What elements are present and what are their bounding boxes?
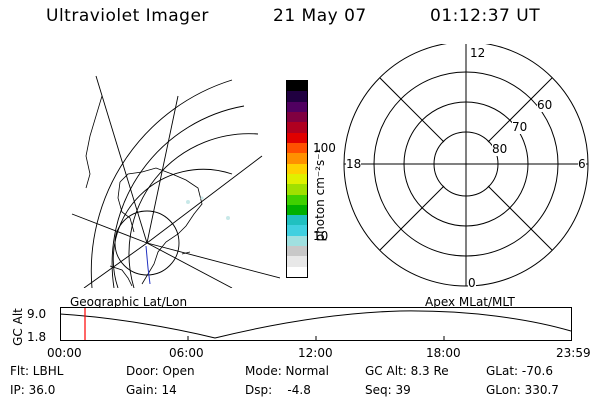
altitude-ytick-1-8: 1.8 [27,330,47,344]
mlat-label-80: 80 [492,142,508,156]
mlat-label-60: 60 [537,98,553,112]
colorbar-segment [287,91,307,102]
instrument-title: Ultraviolet Imager [46,6,209,26]
colorbar-segment [287,173,307,185]
geographic-map [71,75,280,288]
altitude-ylabel: GC Alt [11,308,25,346]
colorbar-segment [287,256,307,267]
colorbar-segment [287,235,307,247]
colorbar-tick-10: 10 [313,229,329,243]
colorbar-segment [287,194,307,205]
colorbar-segment [287,184,307,195]
altitude-xtick-0600: 06:00 [169,346,204,360]
colorbar-tick-100: 100 [313,141,336,155]
info-dsp: Dsp: -4.8 [245,383,311,397]
colorbar-segment [287,112,307,123]
polar-mlat-mlt-plot [343,44,589,287]
geographic-caption: Geographic Lat/Lon [70,295,188,309]
info-mode: Mode: Normal [245,364,329,378]
mlt-label-6: 6 [578,157,586,171]
colorbar-segment [287,266,307,277]
info-ip: IP: 36.0 [10,383,56,397]
info-filter: Flt: LBHL [10,364,64,378]
info-gain: Gain: 14 [126,383,177,397]
altitude-plot [60,307,572,341]
info-gc-alt: GC Alt: 8.3 Re [365,364,449,378]
mlt-label-18: 18 [346,157,362,171]
altitude-xtick-0000: 00:00 [47,346,82,360]
colorbar-segment [287,142,307,154]
altitude-xtick-1200: 12:00 [298,346,333,360]
mlat-label-70: 70 [512,120,528,134]
info-glon: GLon: 330.7 [486,383,559,397]
altitude-xtick-2359: 23:59 [556,346,591,360]
colorbar-segment [287,101,307,112]
altitude-ytick-9: 9.0 [27,307,47,321]
colorbar-segment [287,204,307,216]
mlt-label-12: 12 [470,46,486,60]
apex-caption: Apex MLat/MLT [425,295,515,309]
colorbar-unit-label: photon cm⁻²s⁻¹ [313,148,327,242]
info-seq: Seq: 39 [365,383,411,397]
colorbar-segment [287,122,307,133]
colorbar-segment [287,132,307,143]
color-scale-bar [286,80,308,278]
colorbar-segment [287,215,307,226]
info-glat: GLat: -70.6 [486,364,553,378]
date-label: 21 May 07 [273,6,367,26]
colorbar-segment [287,81,307,92]
time-label: 01:12:37 UT [430,6,541,26]
mlt-label-0: 0 [468,276,476,290]
info-door: Door: Open [126,364,195,378]
colorbar-segment [287,163,307,174]
colorbar-segment [287,246,307,257]
colorbar-segment [287,225,307,236]
colorbar-segment [287,153,307,164]
altitude-xtick-1800: 18:00 [426,346,461,360]
